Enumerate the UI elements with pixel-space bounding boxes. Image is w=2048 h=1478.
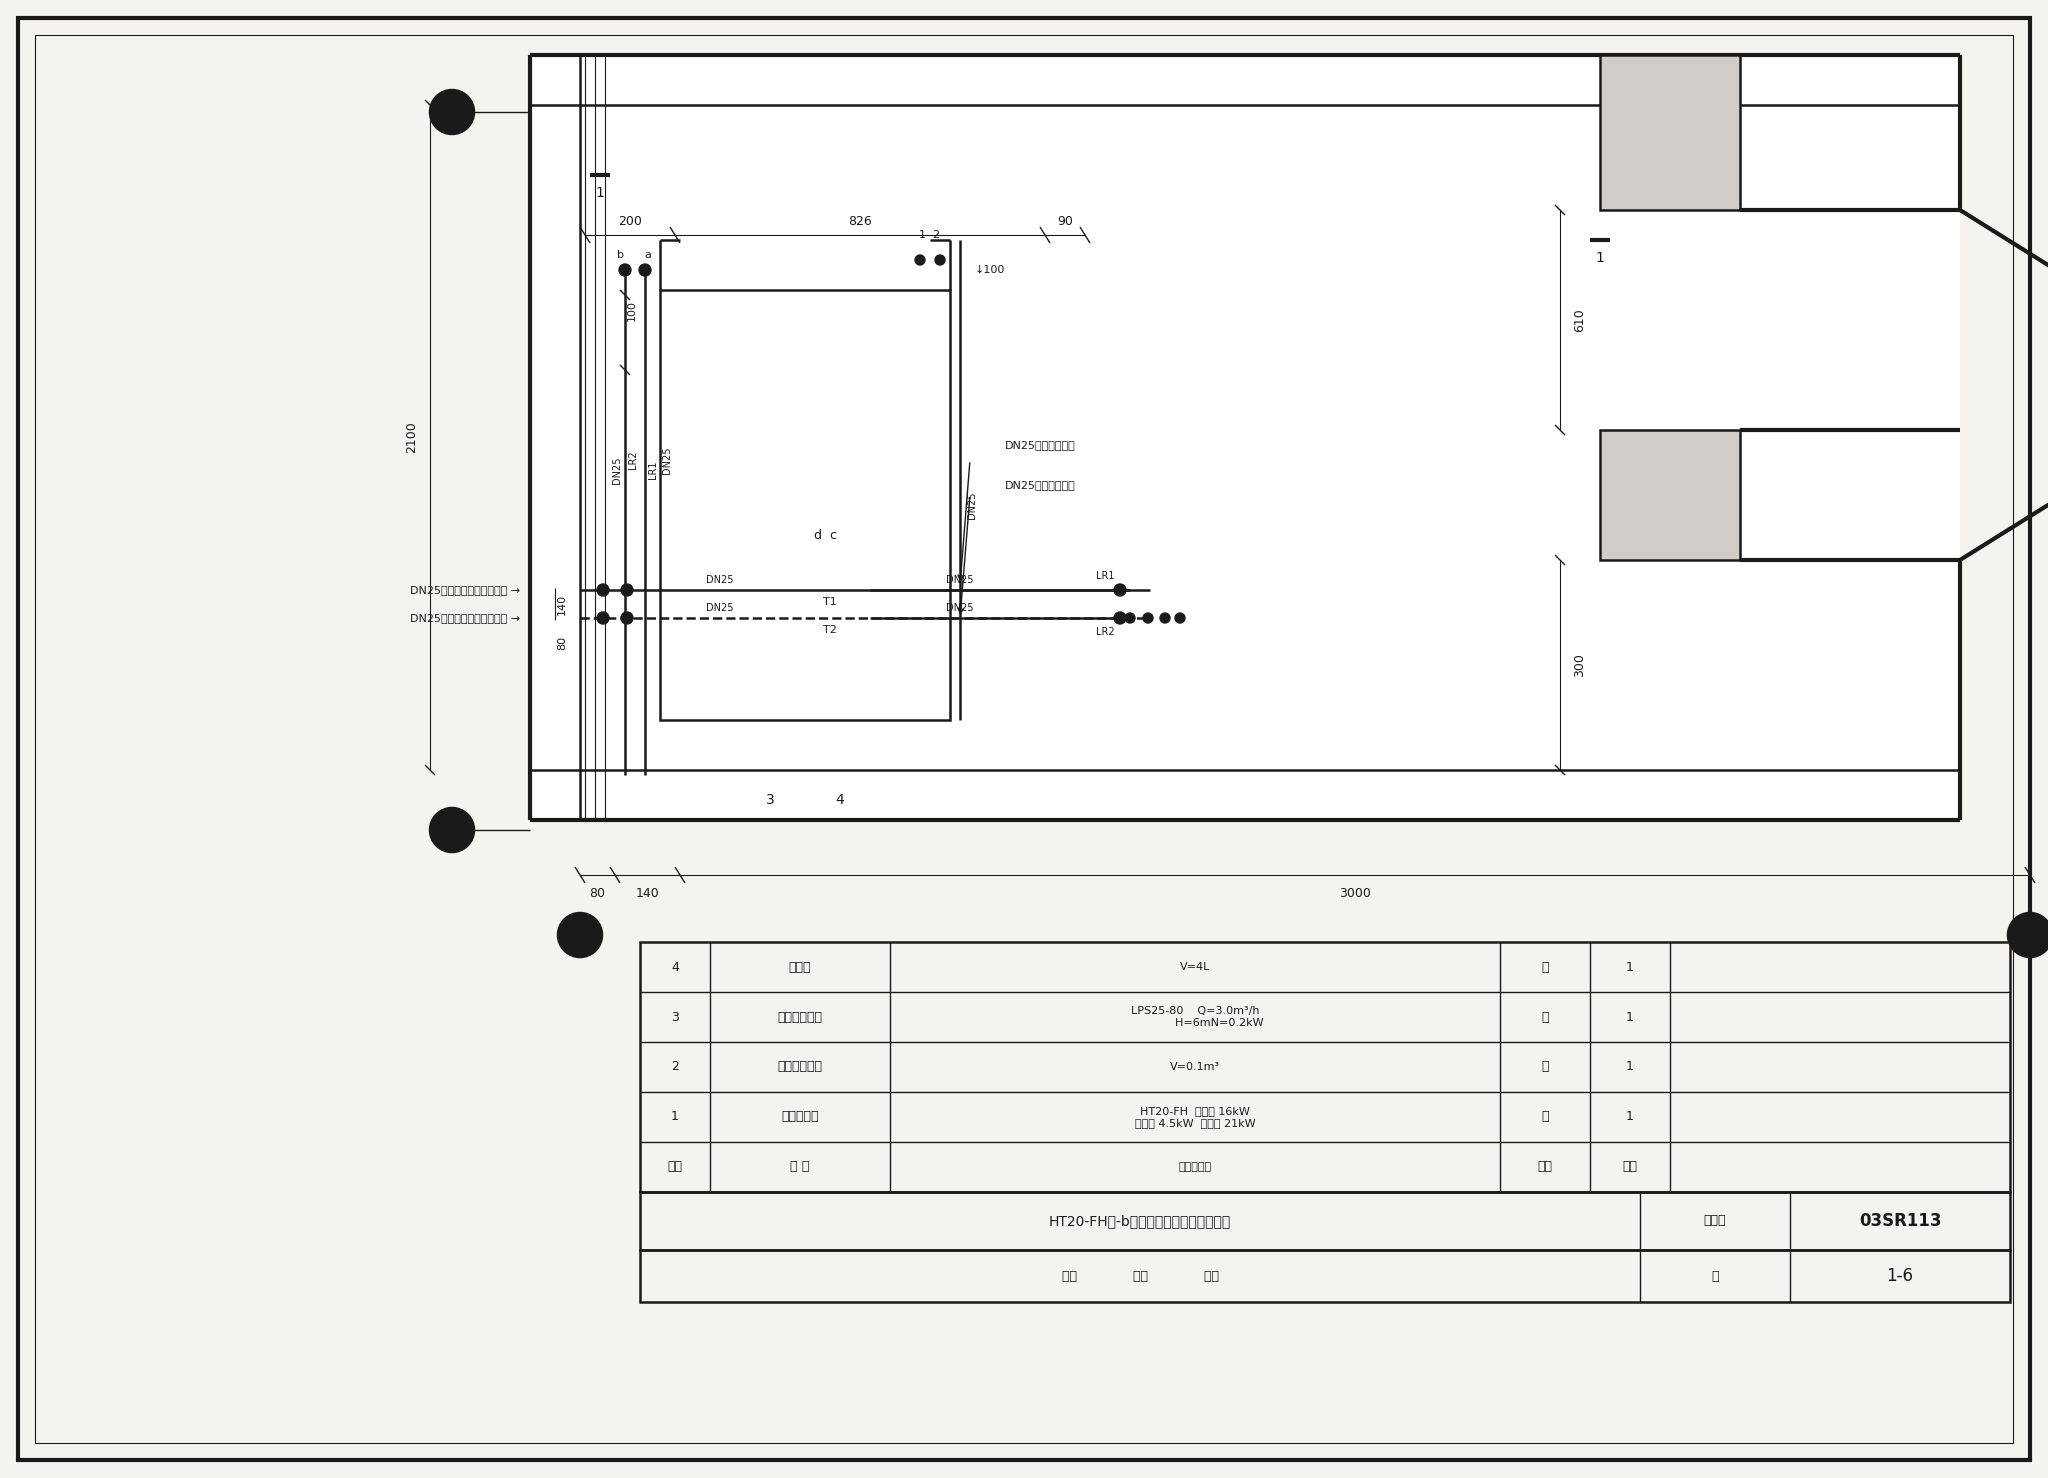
Text: LR2: LR2	[1096, 627, 1114, 637]
Circle shape	[557, 913, 602, 956]
Text: ↓100: ↓100	[975, 265, 1006, 275]
Text: DN25接末端回水管: DN25接末端回水管	[1006, 480, 1075, 491]
Text: 定压罐: 定压罐	[788, 961, 811, 974]
Circle shape	[1143, 613, 1153, 624]
Text: 140: 140	[635, 887, 659, 900]
Text: 610: 610	[1573, 307, 1587, 333]
Text: 1: 1	[1626, 1011, 1634, 1023]
Circle shape	[2007, 913, 2048, 956]
Text: 1: 1	[1595, 251, 1604, 265]
Text: 90: 90	[1057, 214, 1073, 228]
Text: 审核              校对              设计: 审核 校对 设计	[1061, 1270, 1219, 1283]
Circle shape	[618, 265, 631, 276]
Text: DN25接能量提升系统供水管 →: DN25接能量提升系统供水管 →	[410, 585, 520, 596]
Text: a: a	[645, 250, 651, 260]
Text: 2: 2	[672, 1061, 680, 1073]
Circle shape	[430, 808, 473, 851]
Text: 03SR113: 03SR113	[1860, 1212, 1942, 1230]
Text: 台: 台	[1542, 1110, 1548, 1123]
Text: 序号: 序号	[668, 1160, 682, 1174]
Text: LR2: LR2	[629, 451, 639, 470]
Text: 台: 台	[1542, 1011, 1548, 1023]
Text: 单位: 单位	[1538, 1160, 1552, 1174]
Text: LR1: LR1	[1096, 571, 1114, 581]
Circle shape	[430, 90, 473, 134]
Circle shape	[936, 256, 944, 265]
Text: 1: 1	[1626, 1110, 1634, 1123]
Text: 1  2: 1 2	[920, 231, 940, 239]
Text: DN25: DN25	[707, 603, 733, 613]
Text: DN25接能量提升系统回水管 →: DN25接能量提升系统回水管 →	[410, 613, 520, 624]
Text: 300: 300	[1573, 653, 1587, 677]
Text: 2100: 2100	[406, 421, 418, 454]
Text: 100: 100	[627, 300, 637, 321]
Text: 1: 1	[1626, 961, 1634, 974]
Text: LR1: LR1	[647, 461, 657, 479]
Text: 3: 3	[672, 1011, 680, 1023]
Text: 4: 4	[672, 961, 680, 974]
Text: A: A	[446, 820, 457, 840]
Text: 台: 台	[1542, 961, 1548, 974]
Circle shape	[598, 584, 608, 596]
Circle shape	[1114, 612, 1126, 624]
Text: d  c: d c	[813, 529, 836, 541]
Bar	[530, 55, 1960, 820]
Circle shape	[621, 612, 633, 624]
Text: 3000: 3000	[1339, 887, 1370, 900]
Text: 1: 1	[596, 186, 604, 200]
Text: T1: T1	[823, 597, 838, 607]
Text: DN25: DN25	[967, 491, 977, 519]
Text: 图集号: 图集号	[1704, 1215, 1726, 1228]
Text: DN25: DN25	[946, 603, 973, 613]
Text: DN25: DN25	[662, 446, 672, 474]
Circle shape	[621, 584, 633, 596]
Text: 台: 台	[1542, 1061, 1548, 1073]
Text: DN25: DN25	[946, 575, 973, 585]
Text: 末端水循环泵: 末端水循环泵	[778, 1011, 823, 1023]
Text: 1: 1	[575, 927, 586, 944]
Text: V=0.1m³: V=0.1m³	[1169, 1063, 1221, 1072]
Text: 能量提升器: 能量提升器	[780, 1110, 819, 1123]
Text: T2: T2	[823, 625, 838, 636]
Bar	[1599, 430, 1741, 560]
Text: 2: 2	[2025, 927, 2036, 944]
Circle shape	[1176, 613, 1186, 624]
Circle shape	[1159, 613, 1169, 624]
Text: LPS25-80    Q=3.0m³/h
              H=6mN=0.2kW: LPS25-80 Q=3.0m³/h H=6mN=0.2kW	[1126, 1007, 1264, 1027]
Bar	[659, 290, 950, 720]
Bar	[641, 1191, 2009, 1250]
Text: V=4L: V=4L	[1180, 962, 1210, 973]
Bar	[641, 941, 2009, 1191]
Text: 1-6: 1-6	[1886, 1267, 1913, 1284]
Text: DN25: DN25	[707, 575, 733, 585]
Text: 名 称: 名 称	[791, 1160, 809, 1174]
Text: 80: 80	[590, 887, 606, 900]
Bar	[1599, 55, 1741, 210]
Text: 1: 1	[1626, 1061, 1634, 1073]
Text: DN25: DN25	[612, 457, 623, 483]
Bar	[641, 1250, 2009, 1302]
Text: 页: 页	[1712, 1270, 1718, 1283]
Text: 3: 3	[766, 794, 774, 807]
Text: 1: 1	[672, 1110, 680, 1123]
Circle shape	[1124, 613, 1135, 624]
Text: 826: 826	[848, 214, 872, 228]
Text: 4: 4	[836, 794, 844, 807]
Text: 容积式换热器: 容积式换热器	[778, 1061, 823, 1073]
Text: 140: 140	[557, 594, 567, 615]
Circle shape	[915, 256, 926, 265]
Text: HT20-FH  制冷量 16kW
电功率 4.5kW  制热量 21kW: HT20-FH 制冷量 16kW 电功率 4.5kW 制热量 21kW	[1135, 1106, 1255, 1128]
Text: B: B	[446, 103, 457, 121]
Circle shape	[639, 265, 651, 276]
Text: 80: 80	[557, 636, 567, 650]
Text: DN25接末端供水管: DN25接末端供水管	[1006, 440, 1075, 449]
Text: 型号及规格: 型号及规格	[1178, 1162, 1212, 1172]
Text: 200: 200	[618, 214, 641, 228]
Text: b: b	[616, 250, 623, 260]
Text: 数量: 数量	[1622, 1160, 1638, 1174]
Circle shape	[1114, 584, 1126, 596]
Text: HT20-FH（-b）冷热源设备及管道平面图: HT20-FH（-b）冷热源设备及管道平面图	[1049, 1213, 1231, 1228]
Circle shape	[598, 612, 608, 624]
